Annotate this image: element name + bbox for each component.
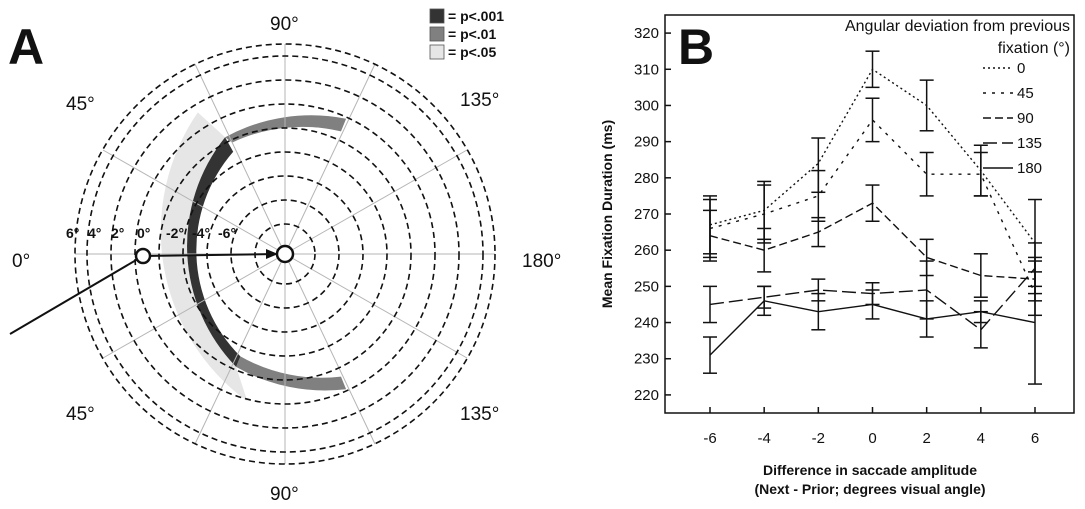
ring-label: 2° (111, 225, 124, 241)
center-fixation-point (277, 246, 293, 262)
error-bar (1028, 261, 1042, 384)
sector-p01-band (225, 115, 346, 142)
x-tick-label: 0 (868, 430, 876, 447)
angle-label: 180° (522, 251, 561, 272)
y-tick-label: 220 (634, 387, 659, 404)
x-tick-label: -2 (812, 430, 825, 447)
legend-swatch-p05 (430, 45, 444, 59)
spoke (285, 254, 467, 358)
angle-label: 45° (66, 94, 95, 115)
y-tick-label: 270 (634, 206, 659, 223)
error-bar (974, 152, 988, 195)
ring-label: 0° (137, 225, 150, 241)
y-tick-label: 280 (634, 170, 659, 187)
ring-labels: 6° 4° 2° 0° -2° -4° -6° (66, 225, 236, 241)
legend-label-135: 135 (1017, 135, 1042, 152)
y-tick-label: 310 (634, 61, 659, 78)
ring-label: 4° (88, 225, 101, 241)
legend-label-180: 180 (1017, 160, 1042, 177)
angle-label: 90° (270, 14, 299, 35)
spoke (285, 150, 467, 254)
ring-label: -6° (218, 225, 236, 241)
legend-label-p001: = p<.001 (448, 8, 504, 24)
legend-swatch-p001 (430, 9, 444, 23)
error-bar (811, 171, 825, 222)
ring-label: -4° (192, 225, 210, 241)
panel-b-letter: B (678, 19, 714, 75)
spoke (285, 64, 375, 254)
y-axis-title: Mean Fixation Duration (ms) (599, 120, 615, 308)
legend-swatch-p01 (430, 27, 444, 41)
angle-label: 135° (460, 404, 499, 425)
ring-label: -2° (166, 225, 184, 241)
x-tick-label: 4 (977, 430, 985, 447)
error-bar (866, 185, 880, 221)
x-tick-label: -6 (703, 430, 716, 447)
y-tick-label: 290 (634, 134, 659, 151)
legend-label-45: 45 (1017, 85, 1034, 102)
error-bars (703, 51, 1042, 384)
legend-items: 0 45 90 135 180 (983, 60, 1042, 177)
prior-fixation-point (136, 249, 150, 263)
x-axis-title-line1: Difference in saccade amplitude (763, 462, 977, 478)
error-bar (866, 51, 880, 87)
error-bar (757, 228, 771, 271)
x-axis-title-line2: (Next - Prior; degrees visual angle) (754, 481, 985, 497)
y-tick-label: 300 (634, 97, 659, 114)
sector-p01-band-lower (236, 356, 346, 390)
significance-legend: = p<.001 = p<.01 = p<.05 (430, 8, 504, 60)
angle-label: 90° (270, 484, 299, 505)
legend-title-line1: Angular deviation from previous (845, 18, 1070, 35)
y-tick-label: 260 (634, 242, 659, 259)
panel-a: A (8, 8, 561, 505)
angle-label: 135° (460, 90, 499, 111)
ring-label: 6° (66, 225, 79, 241)
error-bar (866, 98, 880, 141)
x-tick-label: 6 (1031, 430, 1039, 447)
angle-label: 45° (66, 404, 95, 425)
y-tick-label: 250 (634, 278, 659, 295)
x-tick-label: 2 (922, 430, 930, 447)
significance-sectors (161, 112, 346, 401)
legend-label-p01: = p<.01 (448, 26, 496, 42)
y-tick-label: 230 (634, 351, 659, 368)
angle-label: 0° (12, 251, 30, 272)
panel-a-letter: A (8, 19, 44, 75)
x-tick-label: -4 (757, 430, 770, 447)
error-bar (703, 337, 717, 373)
error-bar (757, 286, 771, 315)
y-tick-label: 320 (634, 25, 659, 42)
legend-title-line2: fixation (°) (998, 40, 1070, 57)
legend-label-p05: = p<.05 (448, 44, 496, 60)
error-bar (920, 80, 934, 131)
legend-label-90: 90 (1017, 110, 1034, 127)
y-tick-label: 240 (634, 315, 659, 332)
legend-label-0: 0 (1017, 60, 1025, 77)
